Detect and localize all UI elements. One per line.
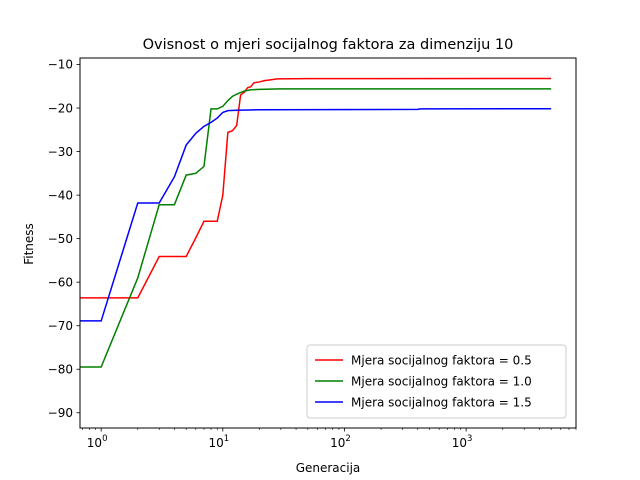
y-tick-label: −70 [48,319,73,333]
x-tick-label: 102 [330,434,351,450]
series-layer [80,77,552,368]
legend-entry: Mjera socijalnog faktora = 0.5 [351,353,532,367]
y-axis: −90 −80 −70 −60 −50 −40 −30 −20 −10 [48,58,80,420]
y-tick-label: −80 [48,362,73,376]
x-axis-label: Generacija [296,461,361,475]
series-line-1 [80,77,552,299]
legend-box [306,344,567,419]
plot-frame [79,57,577,429]
legend-entry: Mjera socijalnog faktora = 1.5 [351,395,532,409]
series-line-2 [80,88,552,368]
y-tick-label: −40 [48,188,73,202]
y-axis-label: Fitness [22,223,36,265]
y-tick-label: −50 [48,232,73,246]
legend: Mjera socijalnog faktora = 0.5 Mjera soci… [306,344,567,419]
legend-entry: Mjera socijalnog faktora = 1.0 [351,374,532,388]
y-tick-label: −20 [48,101,73,115]
x-tick-label: 103 [452,434,473,450]
x-tick-label: 101 [208,434,229,450]
y-tick-label: −60 [48,275,73,289]
y-tick-label: −10 [48,58,73,72]
y-tick-label: −90 [48,406,73,420]
chart-title: Ovisnost o mjeri socijalnog faktora za d… [143,37,514,53]
x-tick-label: 100 [87,434,108,450]
y-tick-label: −30 [48,145,73,159]
x-axis: 100 101 102 103 [82,428,577,450]
series-line-3 [80,107,552,322]
